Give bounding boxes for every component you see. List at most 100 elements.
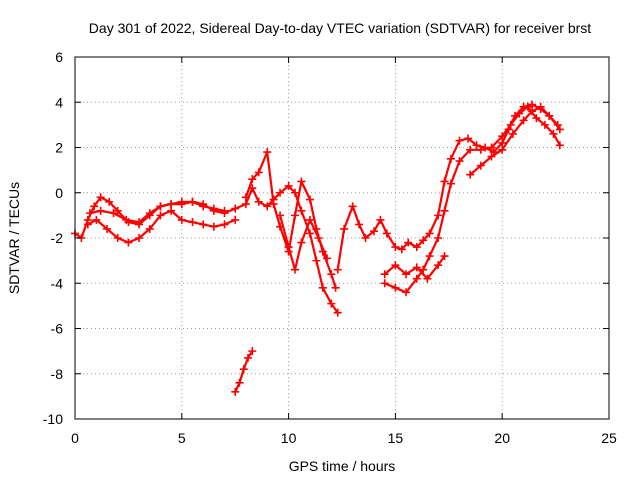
data-point	[412, 274, 421, 283]
x-tick-label: 15	[388, 430, 404, 446]
data-point	[113, 206, 122, 215]
data-point	[83, 220, 92, 229]
data-point	[209, 222, 218, 231]
data-point	[231, 204, 240, 213]
data-point	[235, 378, 244, 387]
data-point	[419, 236, 428, 245]
data-point	[515, 109, 524, 118]
data-point	[145, 224, 154, 233]
data-point	[291, 265, 300, 274]
y-tick-label: -8	[51, 366, 64, 382]
data-point	[380, 279, 389, 288]
x-axis-label: GPS time / hours	[289, 458, 396, 474]
data-point	[508, 129, 517, 138]
data-point	[523, 102, 532, 111]
data-point	[103, 224, 112, 233]
data-point	[209, 204, 218, 213]
data-point	[555, 141, 564, 150]
data-series	[71, 100, 564, 396]
data-point	[305, 195, 314, 204]
data-point	[109, 209, 118, 218]
data-point	[440, 252, 449, 261]
data-point	[199, 202, 208, 211]
data-point	[284, 243, 293, 252]
data-point	[391, 243, 400, 252]
x-tick-label: 25	[601, 430, 617, 446]
data-point	[220, 206, 229, 215]
x-tick-label: 5	[178, 430, 186, 446]
data-point	[327, 270, 336, 279]
data-point	[355, 220, 364, 229]
x-tick-labels: 0 5 10 15 20 25	[71, 430, 617, 446]
data-point	[506, 120, 515, 129]
data-point	[312, 256, 321, 265]
data-point	[434, 261, 443, 270]
data-point	[376, 215, 385, 224]
y-tick-label: -4	[51, 275, 64, 291]
data-point	[532, 114, 541, 123]
data-point	[156, 211, 165, 220]
data-point	[269, 200, 278, 209]
y-axis-label: SDTVAR / TECUs	[6, 182, 22, 294]
y-tick-label: 0	[55, 185, 63, 201]
data-point	[188, 197, 197, 206]
data-point	[297, 238, 306, 247]
data-point	[314, 234, 323, 242]
data-point	[425, 252, 434, 261]
series-track-2	[83, 206, 240, 247]
data-point	[425, 229, 434, 238]
data-point	[476, 161, 485, 170]
data-point	[135, 234, 144, 242]
data-point	[370, 227, 379, 236]
series-line	[469, 105, 561, 176]
y-tick-label: 2	[55, 140, 63, 156]
data-point	[397, 245, 406, 254]
data-point	[382, 229, 391, 238]
data-point	[412, 243, 421, 252]
data-point	[404, 238, 413, 247]
data-point	[455, 157, 464, 166]
data-point	[263, 148, 272, 157]
data-point	[231, 215, 240, 224]
data-point	[96, 193, 105, 202]
data-point	[199, 220, 208, 229]
chart-title: Day 301 of 2022, Sidereal Day-to-day VTE…	[89, 20, 591, 36]
data-point	[555, 125, 564, 134]
data-point	[327, 299, 336, 308]
data-point	[487, 143, 496, 152]
series-line	[73, 184, 339, 314]
data-point	[291, 188, 300, 197]
data-point	[466, 170, 475, 179]
data-point	[323, 254, 332, 263]
data-point	[96, 206, 105, 215]
series-track-7	[380, 102, 564, 297]
y-tick-labels: 6 4 2 0 -2 -4 -6 -8 -10	[43, 49, 63, 427]
data-point	[498, 145, 507, 154]
data-point	[276, 188, 285, 197]
y-tick-label: -2	[51, 230, 64, 246]
data-point	[446, 154, 455, 163]
data-point	[122, 215, 131, 224]
data-point	[446, 179, 455, 188]
data-point	[239, 365, 248, 374]
data-point	[85, 209, 94, 218]
data-point	[423, 274, 432, 283]
series-track-5	[276, 211, 332, 274]
data-point	[519, 116, 528, 125]
data-point	[248, 175, 257, 184]
data-point	[464, 134, 473, 143]
data-point	[156, 202, 165, 211]
data-point	[297, 206, 306, 215]
data-point	[391, 261, 400, 270]
series-track-3	[85, 197, 229, 227]
data-point	[455, 136, 464, 145]
data-point	[361, 234, 370, 242]
data-point	[528, 107, 537, 116]
data-point	[241, 200, 250, 209]
data-point	[291, 211, 300, 220]
x-tick-label: 0	[71, 430, 79, 446]
data-point	[549, 129, 558, 138]
data-point	[440, 177, 449, 186]
data-point	[254, 168, 263, 177]
